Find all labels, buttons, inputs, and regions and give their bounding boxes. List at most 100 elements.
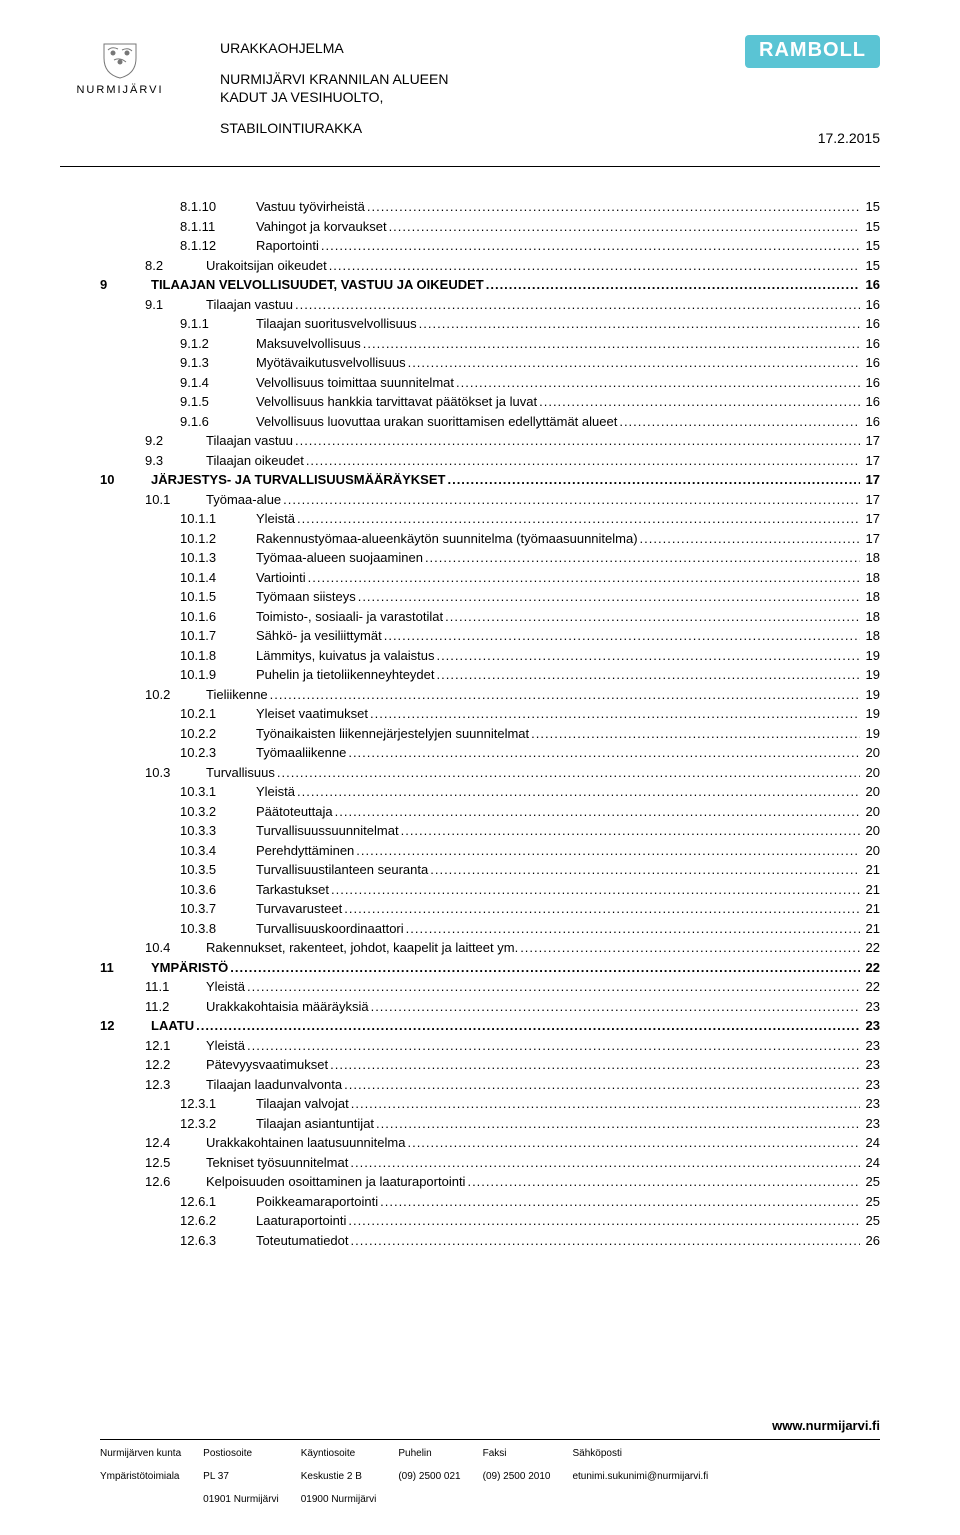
toc-row: 10.1.7Sähkö- ja vesiliittymät18 [100,626,880,646]
toc-leader-dots [370,704,860,724]
page-footer: www.nurmijarvi.fi Nurmijärven kuntaYmpär… [100,1418,880,1505]
toc-page: 20 [862,743,880,763]
toc-leader-dots [408,353,860,373]
toc-leader-dots [335,802,860,822]
toc-number: 9.1.4 [180,373,256,393]
toc-row: 10.1.6Toimisto-, sosiaali- ja varastotil… [100,607,880,627]
toc-page: 16 [862,412,880,432]
toc-page: 16 [862,353,880,373]
footer-col-line: (09) 2500 2010 [483,1471,551,1482]
toc-title: Myötävaikutusvelvollisuus [256,353,406,373]
toc-row: 11.2Urakkakohtaisia määräyksiä23 [100,997,880,1017]
toc-leader-dots [351,1231,860,1251]
header-title-2b: KADUT JA VESIHUOLTO, [220,88,715,106]
toc-title: Lämmitys, kuivatus ja valaistus [256,646,434,666]
toc-page: 25 [862,1192,880,1212]
toc-page: 16 [862,373,880,393]
toc-row: 9.1.3Myötävaikutusvelvollisuus16 [100,353,880,373]
toc-number: 10.3.8 [180,919,256,939]
footer-col-header: Puhelin [398,1448,460,1459]
toc-row: 10.3.7Turvavarusteet21 [100,899,880,919]
toc-number: 8.1.11 [180,217,256,237]
toc-row: 8.1.11Vahingot ja korvaukset15 [100,217,880,237]
toc-row: 12.2Pätevyysvaatimukset23 [100,1055,880,1075]
toc-leader-dots [531,724,859,744]
toc-row: 10.3.1Yleistä20 [100,782,880,802]
toc-page: 19 [862,685,880,705]
toc-number: 11.1 [145,977,206,997]
toc-leader-dots [308,568,860,588]
toc-number: 12.3.1 [180,1094,256,1114]
footer-col-header: Käyntiosoite [301,1448,377,1459]
header-title-2a: NURMIJÄRVI KRANNILAN ALUEEN [220,70,715,88]
toc-number: 9.1.6 [180,412,256,432]
toc-leader-dots [348,1211,859,1231]
toc-page: 16 [862,295,880,315]
toc-page: 21 [862,880,880,900]
toc-page: 20 [862,763,880,783]
toc-number: 12.4 [145,1133,206,1153]
toc-title: Turvavarusteet [256,899,342,919]
header-right-block: RAMBOLL 17.2.2015 [745,35,880,146]
toc-number: 9.1.2 [180,334,256,354]
toc-title: Tieliikenne [206,685,268,705]
toc-title: Toteutumatiedot [256,1231,349,1251]
toc-number: 10.3.7 [180,899,256,919]
toc-leader-dots [401,821,860,841]
toc-page: 16 [862,314,880,334]
toc-page: 15 [862,236,880,256]
document-page: NURMIJÄRVI URAKKAOHJELMA NURMIJÄRVI KRAN… [0,0,960,1535]
toc-number: 10.4 [145,938,206,958]
toc-number: 12.5 [145,1153,206,1173]
toc-title: Rakennukset, rakenteet, johdot, kaapelit… [206,938,518,958]
toc-leader-dots [247,977,860,997]
toc-page: 18 [862,568,880,588]
toc-number: 9.3 [145,451,206,471]
toc-leader-dots [640,529,860,549]
toc-leader-dots [406,919,860,939]
toc-title: Työmaa-alueen suojaaminen [256,548,423,568]
toc-page: 17 [862,509,880,529]
toc-title: Turvallisuustilanteen seuranta [256,860,428,880]
toc-leader-dots [486,275,860,295]
toc-row: 10.3.2Päätoteuttaja20 [100,802,880,822]
toc-number: 10.1 [145,490,206,510]
toc-number: 12.3.2 [180,1114,256,1134]
toc-leader-dots [389,217,860,237]
toc-page: 17 [862,470,880,490]
toc-row: 12.3.1Tilaajan valvojat23 [100,1094,880,1114]
toc-number: 10.1.5 [180,587,256,607]
toc-page: 23 [862,997,880,1017]
footer-column: Puhelin(09) 2500 021 [398,1448,460,1505]
toc-leader-dots [277,763,860,783]
toc-leader-dots [306,451,860,471]
toc-row: 10.2.2Työnaikaisten liikennejärjestelyje… [100,724,880,744]
toc-title: Tilaajan suoritusvelvollisuus [256,314,417,334]
toc-leader-dots [348,743,859,763]
toc-row: 10.2.3Työmaaliikenne20 [100,743,880,763]
toc-row: 9TILAAJAN VELVOLLISUUDET, VASTUU JA OIKE… [100,275,880,295]
toc-page: 16 [862,275,880,295]
footer-col-line: 01901 Nurmijärvi [203,1494,279,1505]
toc-row: 10.3Turvallisuus20 [100,763,880,783]
toc-title: TILAAJAN VELVOLLISUUDET, VASTUU JA OIKEU… [151,275,484,295]
toc-title: Vastuu työvirheistä [256,197,365,217]
toc-title: Pätevyysvaatimukset [206,1055,328,1075]
toc-number: 10.3.6 [180,880,256,900]
toc-page: 19 [862,724,880,744]
toc-page: 16 [862,334,880,354]
toc-number: 10.1.4 [180,568,256,588]
toc-page: 23 [862,1075,880,1095]
toc-title: Raportointi [256,236,319,256]
toc-page: 20 [862,821,880,841]
toc-title: Tilaajan asiantuntijat [256,1114,374,1134]
footer-column: PostiosoitePL 3701901 Nurmijärvi [203,1448,279,1505]
toc-page: 18 [862,548,880,568]
toc-title: Maksuvelvollisuus [256,334,361,354]
toc-number: 12.3 [145,1075,206,1095]
toc-page: 18 [862,607,880,627]
toc-title: Turvallisuus [206,763,275,783]
toc-row: 11.1Yleistä22 [100,977,880,997]
toc-page: 20 [862,802,880,822]
toc-row: 10.1.5Työmaan siisteys18 [100,587,880,607]
